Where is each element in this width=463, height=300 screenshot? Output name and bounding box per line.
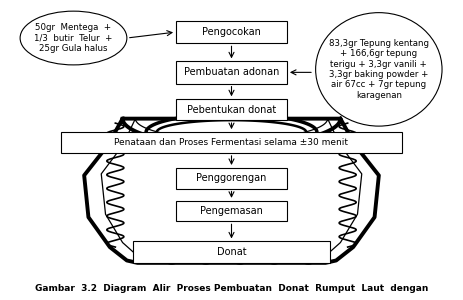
FancyBboxPatch shape bbox=[133, 242, 330, 263]
FancyBboxPatch shape bbox=[176, 99, 287, 120]
Text: 50gr  Mentega  +
1/3  butir  Telur  +
25gr Gula halus: 50gr Mentega + 1/3 butir Telur + 25gr Gu… bbox=[34, 23, 113, 53]
Text: Donat: Donat bbox=[217, 247, 246, 257]
Polygon shape bbox=[84, 118, 379, 263]
Text: Pembuatan adonan: Pembuatan adonan bbox=[184, 68, 279, 77]
Ellipse shape bbox=[316, 13, 442, 126]
Text: Pengocokan: Pengocokan bbox=[202, 27, 261, 37]
Ellipse shape bbox=[20, 11, 127, 65]
FancyBboxPatch shape bbox=[176, 201, 287, 221]
FancyBboxPatch shape bbox=[176, 61, 287, 84]
Text: Gambar  3.2  Diagram  Alir  Proses Pembuatan  Donat  Rumput  Laut  dengan: Gambar 3.2 Diagram Alir Proses Pembuatan… bbox=[35, 284, 428, 293]
FancyBboxPatch shape bbox=[176, 21, 287, 43]
FancyBboxPatch shape bbox=[176, 168, 287, 188]
Text: Penataan dan Proses Fermentasi selama ±30 menit: Penataan dan Proses Fermentasi selama ±3… bbox=[114, 138, 349, 147]
FancyBboxPatch shape bbox=[61, 132, 402, 153]
Text: 83,3gr Tepung kentang
+ 166,6gr tepung
terigu + 3,3gr vanili +
3,3gr baking powd: 83,3gr Tepung kentang + 166,6gr tepung t… bbox=[329, 39, 429, 100]
Text: Penggorengan: Penggorengan bbox=[196, 173, 267, 183]
Text: Pebentukan donat: Pebentukan donat bbox=[187, 105, 276, 115]
Text: Pengemasan: Pengemasan bbox=[200, 206, 263, 216]
